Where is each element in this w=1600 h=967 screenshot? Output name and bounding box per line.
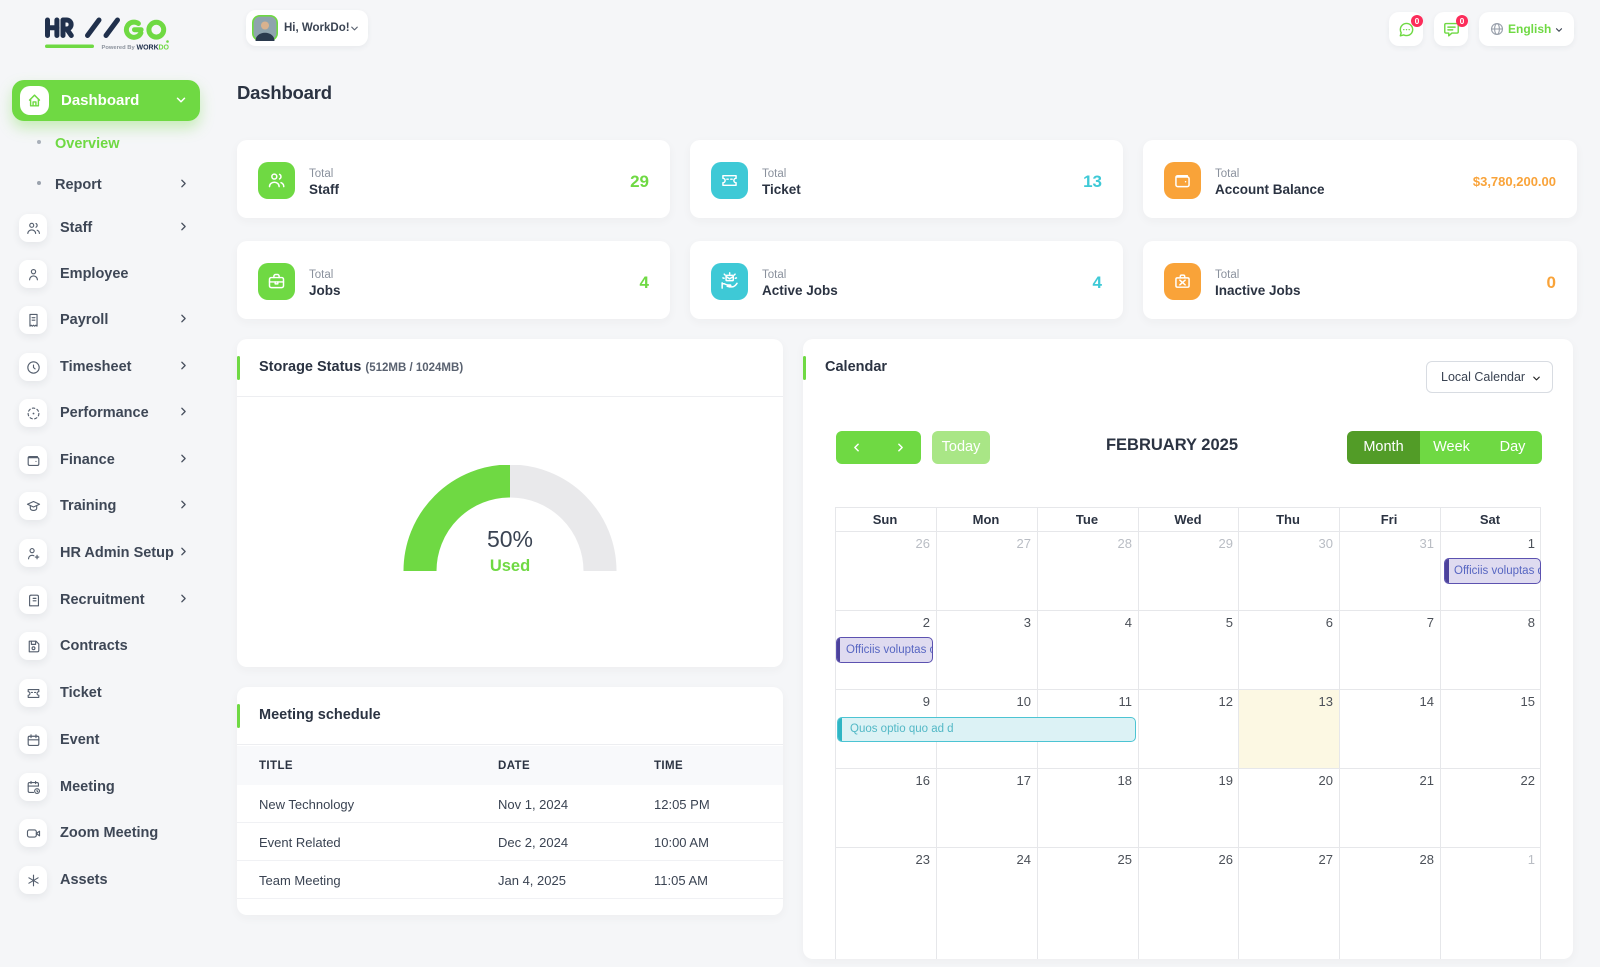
svg-text:DO: DO [159, 45, 170, 52]
svg-text:Powered By: Powered By [102, 45, 136, 51]
svg-text:WORK: WORK [137, 45, 159, 52]
